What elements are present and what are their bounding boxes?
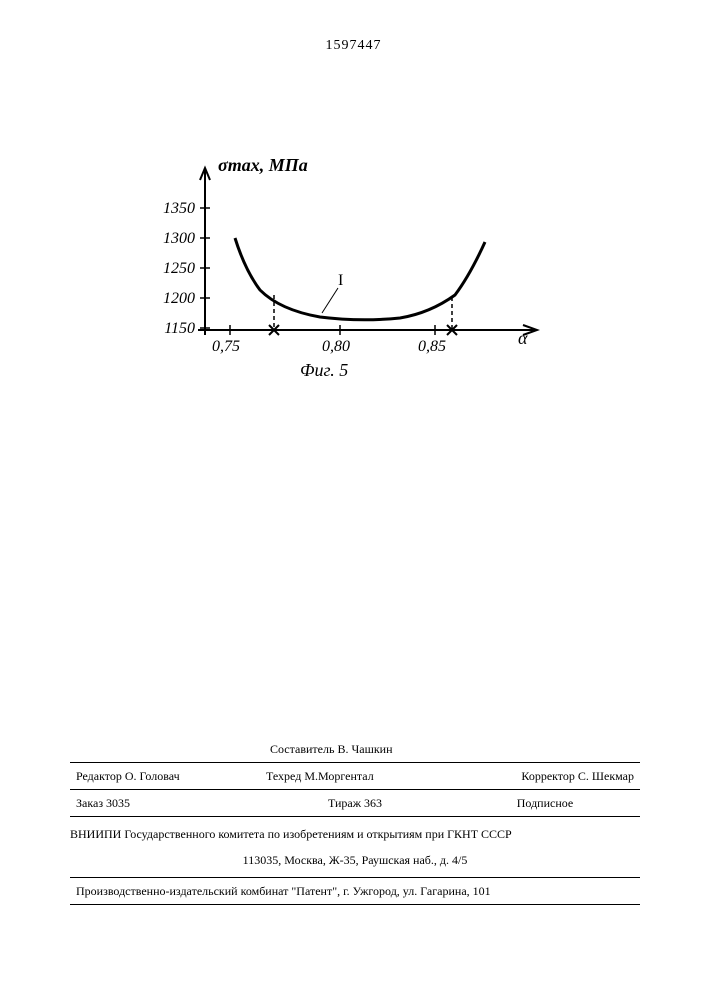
y-axis-label: σmax, МПа xyxy=(218,155,308,176)
tirazh: Тираж 363 xyxy=(260,794,450,812)
curve-label: I xyxy=(338,272,343,290)
x-axis-label: α xyxy=(518,328,527,349)
redaktor: Редактор О. Головач xyxy=(70,767,260,785)
y-tick-1350: 1350 xyxy=(145,200,195,218)
footer-row-editors: Редактор О. Головач Техред М.Моргентал К… xyxy=(70,762,640,789)
footer-row-order: Заказ 3035 Тираж 363 Подписное xyxy=(70,789,640,816)
x-tick-080: 0,80 xyxy=(322,338,350,356)
footer-row-org: ВНИИПИ Государственного комитета по изоб… xyxy=(70,816,640,877)
y-tick-1150: 1150 xyxy=(145,320,195,338)
org2: Производственно-издательский комбинат "П… xyxy=(70,882,497,900)
document-number: 1597447 xyxy=(326,38,382,54)
footer-sostavitel: Составитель В. Чашкин xyxy=(70,736,640,762)
figure-caption: Фиг. 5 xyxy=(300,360,348,381)
footer-row-pub: Производственно-издательский комбинат "П… xyxy=(70,877,640,905)
tehred: Техред М.Моргентал xyxy=(260,767,450,785)
podpisnoe: Подписное xyxy=(450,794,640,812)
x-tick-075: 0,75 xyxy=(212,338,240,356)
y-tick-1300: 1300 xyxy=(145,230,195,248)
chart-svg xyxy=(140,160,560,420)
y-tick-1200: 1200 xyxy=(145,290,195,308)
zakaz: Заказ 3035 xyxy=(70,794,260,812)
footer-block: Составитель В. Чашкин Редактор О. Голова… xyxy=(70,736,640,905)
y-tick-1250: 1250 xyxy=(145,260,195,278)
x-tick-085: 0,85 xyxy=(418,338,446,356)
chart-figure: σmax, МПа 1350 1300 1250 1200 1150 0,75 … xyxy=(140,160,560,380)
addr1: 113035, Москва, Ж-35, Раушская наб., д. … xyxy=(70,847,640,873)
korrektor: Корректор С. Шекмар xyxy=(450,767,640,785)
org1: ВНИИПИ Государственного комитета по изоб… xyxy=(70,821,640,847)
